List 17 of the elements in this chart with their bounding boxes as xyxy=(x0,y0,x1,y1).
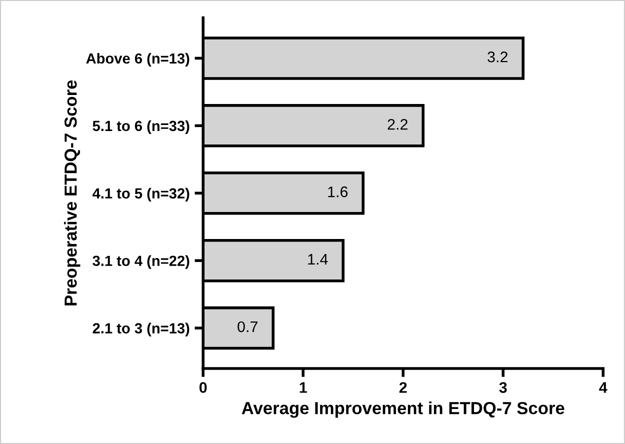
data-label: 1.4 xyxy=(308,254,328,265)
x-tick-label: 4 xyxy=(599,382,608,393)
y-tick-label: 2.1 to 3 (n=13) xyxy=(92,322,190,336)
y-tick-label: 4.1 to 5 (n=32) xyxy=(92,188,190,202)
x-tick-label: 3 xyxy=(499,382,507,393)
y-axis-title: Preoperative ETDQ-7 Score xyxy=(64,80,80,306)
y-tick-label: 3.1 to 4 (n=22) xyxy=(92,255,190,269)
data-label: 2.2 xyxy=(388,118,408,130)
data-label: 0.7 xyxy=(238,321,258,332)
x-tick-label: 2 xyxy=(399,382,407,393)
x-tick-label: 0 xyxy=(199,382,207,393)
data-label: 3.2 xyxy=(488,52,508,62)
x-axis-title: Average Improvement in ETDQ-7 Score xyxy=(242,402,564,418)
x-tick-label: 1 xyxy=(300,382,307,393)
data-label: 1.6 xyxy=(328,186,348,198)
y-tick-label: Above 6 (n=13) xyxy=(86,52,190,67)
y-tick-label: 5.1 to 6 (n=33) xyxy=(92,120,190,134)
